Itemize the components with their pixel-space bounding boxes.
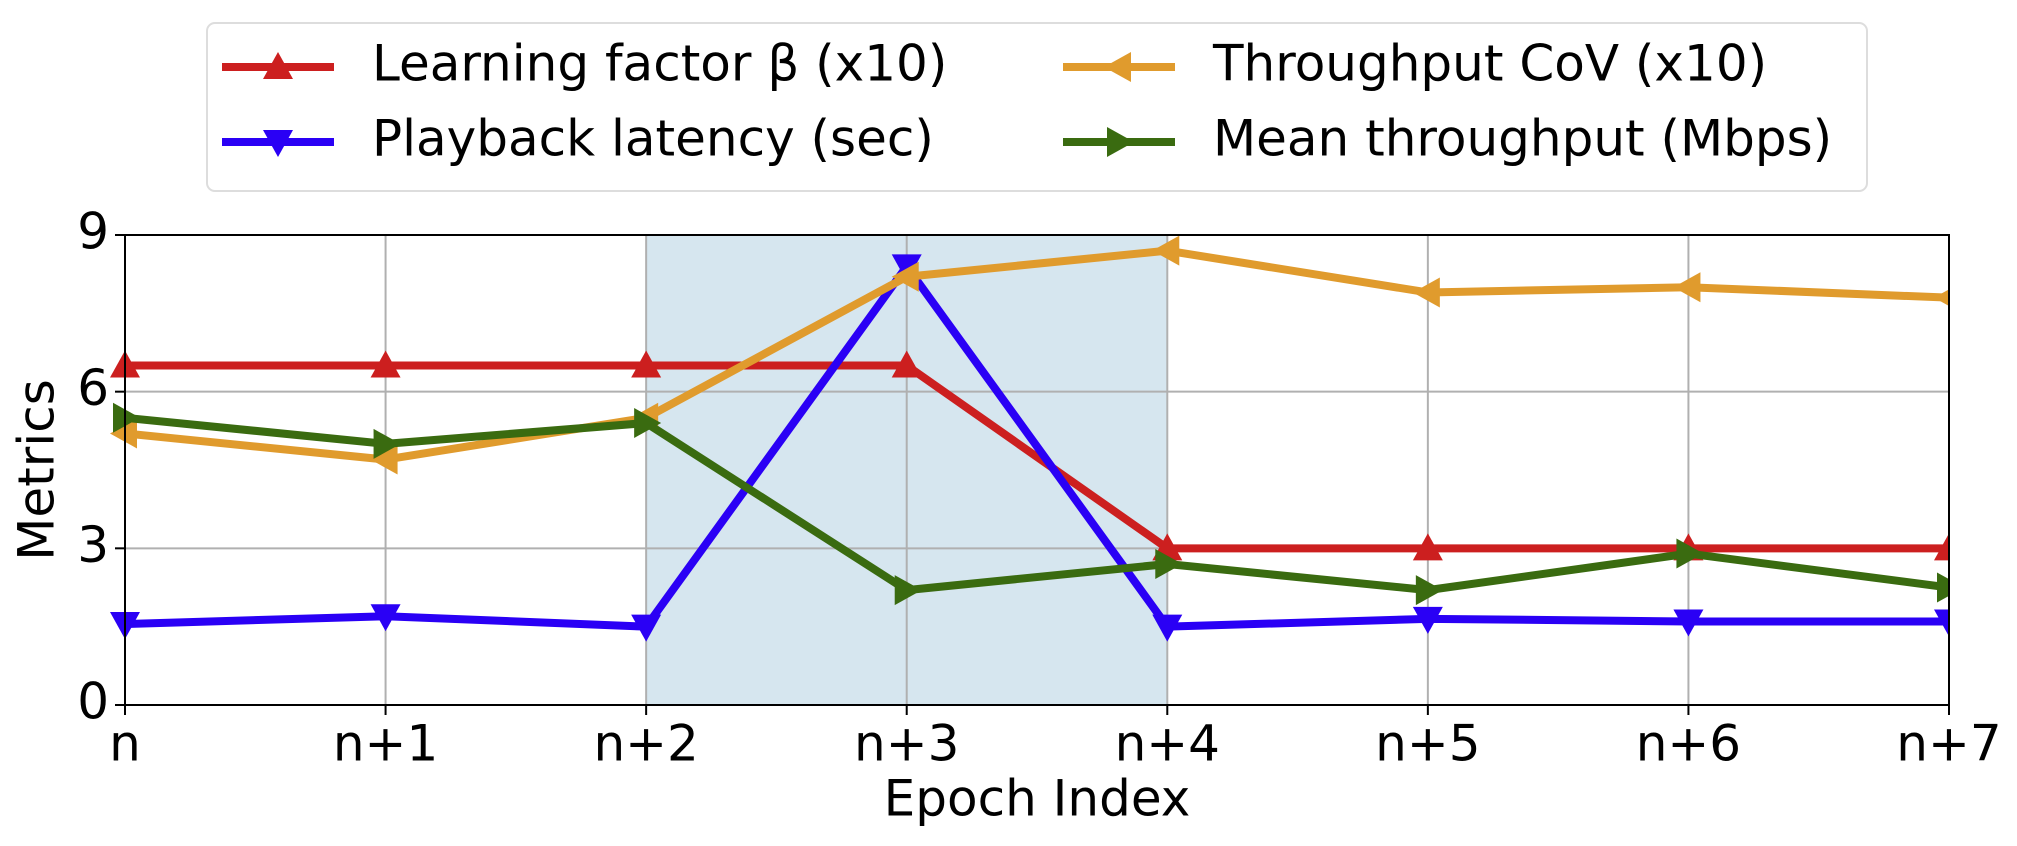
legend-marker — [263, 52, 293, 79]
point — [1676, 538, 1704, 569]
y-tick-label: 9 — [77, 203, 109, 261]
point — [894, 575, 922, 606]
x-tick-label: n+1 — [333, 715, 438, 773]
point — [370, 350, 401, 378]
series-line — [124, 262, 1949, 631]
point — [631, 614, 662, 642]
point — [634, 408, 662, 438]
x-tick-label: n+7 — [1896, 715, 2001, 773]
y-tick-label: 3 — [77, 516, 109, 574]
plot-frame — [124, 234, 1950, 706]
point — [1412, 533, 1443, 561]
x-tick-label: n+5 — [1375, 715, 1480, 773]
point — [113, 402, 140, 433]
x-tick-label: n+6 — [1636, 715, 1741, 773]
point — [370, 444, 398, 475]
point — [1934, 533, 1949, 561]
series-line — [125, 361, 1949, 553]
point — [370, 604, 401, 632]
point — [1934, 289, 1949, 306]
point — [1415, 575, 1443, 606]
point — [1673, 609, 1704, 637]
y-tick-label: 0 — [77, 673, 109, 731]
y-axis-label: Metrics — [8, 379, 66, 561]
x-tick-label: n+3 — [854, 715, 959, 773]
legend-marker — [1104, 52, 1131, 82]
series-line — [124, 246, 1949, 464]
point — [1412, 606, 1443, 634]
point — [891, 261, 919, 292]
y-tick-label: 6 — [77, 359, 109, 417]
legend-label: Throughput CoV (x10) — [1212, 35, 1767, 93]
point — [1673, 272, 1701, 303]
point — [1152, 235, 1180, 266]
point — [1412, 277, 1440, 308]
point — [1152, 614, 1183, 642]
legend-label: Learning factor β (x10) — [372, 35, 947, 93]
legend-marker — [1107, 127, 1134, 157]
x-tick-label: n — [109, 715, 141, 773]
x-tick-label: n+4 — [1115, 715, 1220, 773]
point — [373, 428, 401, 459]
point — [631, 350, 662, 378]
legend-label: Mean throughput (Mbps) — [1213, 110, 1832, 168]
series-line — [124, 413, 1949, 595]
point — [891, 254, 922, 282]
point — [1934, 609, 1949, 637]
point — [1155, 549, 1183, 579]
point — [891, 350, 922, 378]
legend-box — [206, 22, 1868, 192]
x-tick-label: n+2 — [593, 715, 698, 773]
legend-marker — [263, 130, 293, 157]
point — [110, 418, 137, 449]
legend-label: Playback latency (sec) — [372, 110, 934, 168]
x-axis-label: Epoch Index — [884, 770, 1191, 828]
point — [1937, 572, 1949, 603]
